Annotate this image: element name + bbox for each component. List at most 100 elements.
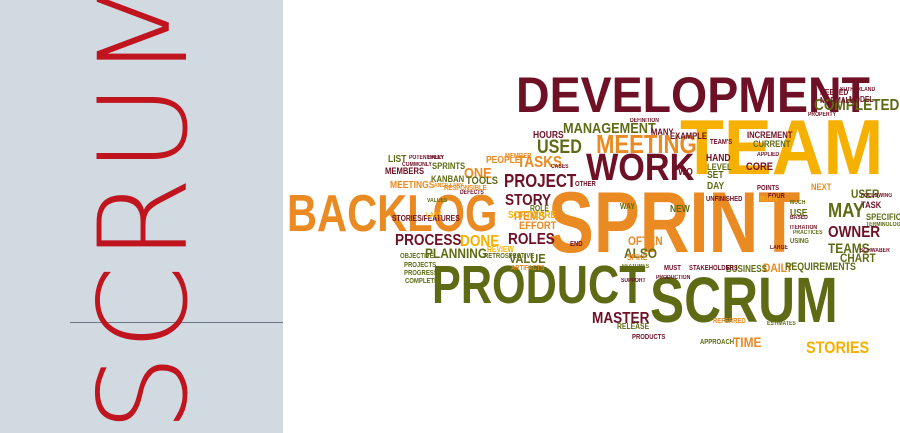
word-cloud-word: SPRINTS [432,161,466,171]
word-cloud-word: DONE [460,233,500,250]
word-cloud-word: SPRINT [548,175,801,271]
word-cloud-word: APPROACH [700,339,735,346]
word-cloud-word: LIST [388,154,407,165]
word-cloud-word: REQUIREMENTS [785,261,856,273]
word-cloud-word: ANCILLARY [434,183,464,189]
word-cloud-word: REFERRED [713,318,746,325]
word-cloud-word: ALSO [624,245,658,261]
word-cloud-word: OBJECTIVE [400,253,434,260]
word-cloud-word: LEVEL [707,162,732,172]
word-cloud-word: DEFINITION [630,118,659,124]
word-cloud-word: VALUES [427,198,448,204]
word-cloud-panel [283,0,900,433]
word-cloud-word: ARTIFACTS [511,265,545,272]
word-cloud-word: STAKEHOLDERS [689,265,738,272]
word-cloud-word: BUSINESS [726,264,767,275]
word-cloud-word: BASED [790,215,808,221]
word-cloud-word: SUPPORT [621,278,646,284]
word-cloud-word: SCHWABER [860,248,890,254]
word-cloud-word: TWO [673,167,693,178]
word-cloud-word: MUCH [790,200,806,206]
word-cloud-word: COMPLETE [405,278,439,285]
word-cloud-word: INCREMENT [747,130,793,140]
word-cloud-word: POTENTIALLY [409,155,444,161]
word-cloud-word: APPLIED [757,152,780,158]
word-cloud-word: STORY [505,192,552,209]
word-cloud-word: VALUE [509,251,546,266]
word-cloud-word: SET [707,170,724,181]
word-cloud-word: UNFINISHED [706,196,743,203]
word-cloud-word: TERMINOLOGY [866,222,900,228]
word-cloud-word: NEXT [811,182,832,192]
word-cloud-word: ITERATION [790,225,818,231]
word-cloud-word: PROCESS [395,232,462,249]
word-cloud-word: LAST [426,212,442,219]
word-cloud-word: ONE [464,165,492,182]
word-cloud-word: FOLLOWING [861,193,893,199]
word-cloud-word: POINTS [757,185,780,192]
word-cloud-word: HOURS [533,130,564,141]
word-cloud-word: PROJECT [504,171,577,191]
word-cloud-word: FOUR [768,193,785,200]
word-cloud-word: BACKLOG [287,185,498,243]
word-cloud-word: CURRENT [753,139,791,149]
word-cloud-word: USE [790,208,808,219]
word-cloud-word: SOFTWARE [508,210,557,221]
word-cloud-word: USING [790,238,809,245]
word-cloud-word: TEAMS [828,240,870,256]
word-cloud-word: USED [537,137,582,158]
word-cloud-word: TOOLS [466,175,499,187]
word-cloud-word: OTHER [575,181,596,188]
sidebar-divider-line [70,322,283,323]
word-cloud-word: MEETINGS [390,180,435,191]
word-cloud-word: WORK [586,147,695,189]
word-cloud-word: CHART [840,251,876,265]
word-cloud-word: EFFORT [519,220,557,232]
word-cloud-word: MODEL [849,95,874,104]
word-cloud-word: PROJECTS [404,262,437,269]
word-cloud-word: PRODUCTION [656,275,691,281]
word-cloud-word: COMMONLY [402,162,432,168]
word-cloud-word: PRODUCT [432,255,646,315]
word-cloud-word: EXAMPLE [670,131,707,141]
word-cloud-word: DAILY [763,261,793,275]
word-cloud-word: END [570,241,583,248]
word-cloud-word: CORE [746,161,774,173]
word-cloud-word: FEATURES [622,264,650,270]
word-cloud-word: SPIKE [627,253,648,262]
word-cloud-word: SCRUM [650,264,838,336]
word-cloud-word: HAND [706,153,731,164]
word-cloud-word: MEETING [596,129,697,159]
word-cloud-word: DAY [707,181,725,192]
word-cloud-word: PROGRESS [404,270,438,277]
word-cloud-word: OFTEN [628,234,663,248]
word-cloud-word: DEFECTS [460,190,484,196]
word-cloud-word: PRACTICES [793,230,823,236]
word-cloud-word: CASES [551,164,569,170]
word-cloud-word: NEEDED [820,88,849,97]
word-cloud-word: TEAM [680,103,884,191]
word-cloud-word: ITEMS [514,209,546,223]
word-cloud-word: MEMBER [505,153,532,160]
word-cloud-word: TIME [733,334,762,350]
word-cloud-word: PRODUCTS [632,334,666,341]
word-cloud-word: ROLES [508,231,555,248]
word-cloud-word: PEOPLE [486,155,521,166]
word-cloud-word: STORIES [806,338,870,357]
word-cloud-word: USER [851,187,880,201]
word-cloud-word: REVIEW [487,245,514,254]
word-cloud-word: TASK [861,200,882,210]
word-cloud-word: MASTER [592,310,650,327]
word-cloud-word: MUST [664,265,681,272]
word-cloud-word: MANAGEMENT [563,120,656,137]
word-cloud-word: NEW [670,204,690,215]
word-cloud-word: RESPONSIBLE [444,185,487,192]
word-cloud-word: KANBAN [431,174,465,184]
word-cloud-word: TEAM'S [710,139,733,146]
word-cloud-word: MEMBERS [385,166,425,176]
word-cloud-word: MANY [651,127,674,137]
word-cloud-word: COMPLETED [814,97,900,114]
word-cloud-word: SPECIFIC [866,212,900,222]
word-cloud-word: SUTHERLAND [840,87,876,93]
